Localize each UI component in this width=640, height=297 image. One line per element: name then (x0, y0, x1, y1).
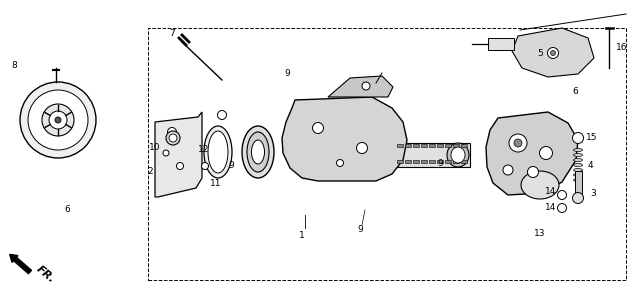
Bar (437, 144, 443, 147)
FancyArrow shape (10, 255, 31, 274)
Text: 14: 14 (545, 203, 556, 211)
Text: 16: 16 (616, 43, 627, 53)
Text: 12: 12 (198, 146, 209, 154)
Text: 4: 4 (588, 160, 594, 170)
Ellipse shape (252, 140, 264, 164)
Circle shape (168, 127, 177, 137)
Bar (445, 160, 451, 163)
Bar (437, 160, 443, 163)
Text: 13: 13 (534, 228, 545, 238)
Circle shape (557, 203, 566, 212)
Text: 11: 11 (210, 178, 221, 187)
Circle shape (573, 192, 584, 203)
Polygon shape (512, 28, 594, 77)
Circle shape (557, 190, 566, 200)
Text: 10: 10 (148, 143, 160, 151)
Bar (421, 160, 427, 163)
Circle shape (356, 143, 367, 154)
Polygon shape (328, 76, 393, 97)
Text: 9: 9 (228, 160, 234, 170)
Text: 9: 9 (284, 69, 290, 78)
Polygon shape (282, 97, 407, 181)
Bar (148, 28, 626, 280)
Circle shape (166, 131, 180, 145)
Ellipse shape (247, 132, 269, 172)
Circle shape (49, 111, 67, 129)
Ellipse shape (204, 126, 232, 178)
Ellipse shape (573, 164, 582, 167)
Text: 15: 15 (586, 132, 598, 141)
Polygon shape (486, 112, 578, 195)
Text: 6: 6 (572, 88, 578, 97)
Bar (405, 160, 411, 163)
Bar (392, 143, 470, 167)
Circle shape (312, 122, 323, 133)
Bar (429, 160, 435, 163)
Ellipse shape (521, 171, 559, 199)
Bar (453, 144, 459, 147)
Circle shape (163, 150, 169, 156)
Text: 6: 6 (64, 206, 70, 214)
Text: 3: 3 (590, 189, 596, 198)
Text: FR.: FR. (34, 263, 56, 285)
Ellipse shape (573, 148, 582, 151)
Text: 2: 2 (147, 168, 153, 176)
Ellipse shape (242, 126, 274, 178)
Bar (421, 144, 427, 147)
Ellipse shape (573, 168, 582, 171)
Circle shape (337, 159, 344, 167)
Bar (461, 144, 467, 147)
Bar (429, 144, 435, 147)
Bar (461, 160, 467, 163)
Bar (445, 144, 451, 147)
Bar (397, 144, 403, 147)
Circle shape (547, 48, 559, 59)
Ellipse shape (573, 173, 582, 176)
Bar (488, 38, 514, 50)
Bar (405, 144, 411, 147)
Circle shape (514, 139, 522, 147)
Ellipse shape (451, 147, 465, 163)
Text: 8: 8 (11, 61, 17, 69)
Bar (575, 171, 582, 196)
Ellipse shape (573, 154, 582, 157)
Circle shape (20, 82, 96, 158)
Ellipse shape (208, 131, 228, 173)
Ellipse shape (573, 178, 582, 181)
Ellipse shape (573, 159, 582, 162)
Text: 14: 14 (545, 187, 556, 197)
Circle shape (540, 146, 552, 159)
Polygon shape (155, 112, 202, 197)
Circle shape (55, 117, 61, 123)
Circle shape (169, 134, 177, 142)
Bar (413, 160, 419, 163)
Text: 7: 7 (169, 29, 175, 37)
Circle shape (362, 82, 370, 90)
Bar (453, 160, 459, 163)
Bar (397, 160, 403, 163)
Text: 1: 1 (299, 230, 305, 239)
Text: 5: 5 (537, 48, 543, 58)
Ellipse shape (447, 143, 469, 167)
Circle shape (573, 132, 584, 143)
Circle shape (509, 134, 527, 152)
Circle shape (177, 162, 184, 170)
Bar (413, 144, 419, 147)
Circle shape (28, 90, 88, 150)
Circle shape (202, 162, 209, 170)
Circle shape (42, 104, 74, 136)
Circle shape (527, 167, 538, 178)
Text: 9: 9 (437, 159, 443, 168)
Circle shape (218, 110, 227, 119)
Circle shape (550, 50, 556, 56)
Circle shape (503, 165, 513, 175)
Text: 9: 9 (357, 225, 363, 235)
